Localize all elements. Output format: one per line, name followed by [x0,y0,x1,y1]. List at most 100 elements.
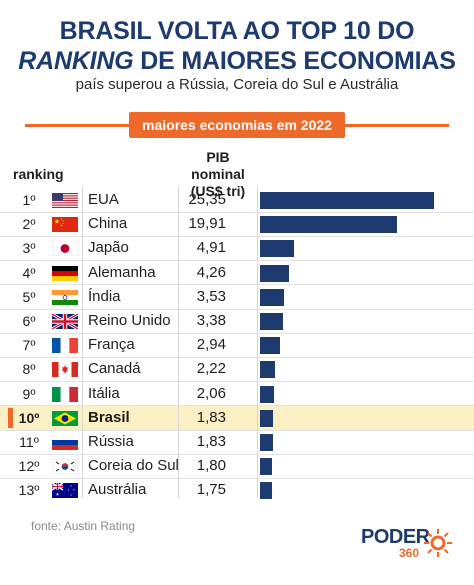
country-label: Japão [88,239,129,257]
title-emphasis: RANKING [18,47,134,75]
italy-flag-icon [52,386,78,402]
row-divider [0,211,474,213]
row-divider [0,356,474,358]
rank-label: 12º [18,458,40,475]
rank-label: 4º [22,264,36,281]
germany-flag-icon [52,265,78,281]
value-label: 1,83 [196,408,226,426]
rank-label: 13º [18,482,40,499]
row-divider [0,284,474,286]
table-row: 7º França 2,94 [0,333,474,357]
logo-text: PODER [361,526,430,548]
column-divider [257,186,258,498]
country-label: Canadá [88,360,141,378]
country-label: Brasil [88,408,130,426]
bar [260,313,284,330]
bar [260,264,290,282]
sun-icon [424,529,452,557]
value-label: 1,75 [196,481,226,499]
row-divider [0,260,474,262]
table-row: 5º Índia 3,53 [0,285,474,309]
bar [260,240,294,258]
rank-label: 8º [22,361,36,378]
country-label: Itália [88,384,120,402]
row-divider [0,453,474,455]
bar [260,337,281,355]
row-divider [0,381,474,383]
value-label: 3,53 [196,287,226,305]
pib-header-line2: (US$ tri) [190,183,246,199]
table-row: 12º Coreia do Sul 1,80 [0,454,474,478]
rank-label: 9º [22,385,36,402]
france-flag-icon [52,338,78,354]
country-label: Alemanha [88,263,156,281]
row-divider [0,235,474,237]
row-divider [0,429,474,431]
country-label: Coreia do Sul [88,457,179,475]
table-row: 6º Reino Unido 3,38 [0,309,474,333]
row-divider [0,477,474,479]
country-label: China [88,215,128,233]
country-label: Índia [88,287,121,305]
value-label: 2,94 [196,336,226,354]
value-label: 4,26 [196,263,226,281]
pib-column-header: PIB nominal (US$ tri) [181,149,255,200]
rank-label: 1º [22,192,36,208]
column-divider [82,186,83,498]
bar [260,288,285,306]
uk-flag-icon [52,314,78,329]
country-label: Austrália [88,481,147,499]
rank-label: 7º [22,337,36,354]
country-label: EUA [88,191,119,208]
rank-column-header: ranking [13,166,64,182]
column-divider [178,186,179,498]
title-rest: DE MAIORES ECONOMIAS [133,47,456,75]
rank-label: 3º [22,240,36,257]
value-label: 3,38 [196,312,226,329]
poder360-logo: PODER 360 [361,526,453,564]
canada-flag-icon [52,362,78,378]
bar [260,482,272,500]
page-title-line1: BRASIL VOLTA AO TOP 10 DO [59,17,415,45]
value-label: 1,80 [196,457,226,475]
table-row: 9º Itália 2,06 [0,382,474,406]
value-label: 1,83 [196,433,226,450]
source-note: fonte: Austin Rating [31,519,136,533]
value-label: 25,35 [188,191,226,208]
country-label: Reino Unido [88,312,171,329]
highlight-marker [8,407,13,428]
row-divider [0,332,474,334]
rank-label: 2º [22,216,36,233]
subtitle: país superou a Rússia, Coreia do Sul e A… [75,76,399,93]
bar [260,216,397,234]
india-flag-icon [52,289,78,305]
page-title-line2: RANKING DE MAIORES ECONOMIAS [0,46,474,76]
value-label: 19,91 [188,215,226,233]
bar [260,385,275,403]
value-label: 2,06 [196,384,226,402]
logo-number: 360 [399,546,420,560]
bar [260,409,273,427]
rank-label: 10º [18,409,40,426]
chart-banner: maiores economias em 2022 [129,112,345,138]
usa-flag-icon [52,193,78,208]
bar [260,434,273,451]
table-row: 4º Alemanha 4,26 [0,261,474,285]
table-row: 10º Brasil 1,83 [0,405,474,430]
bar [260,192,434,209]
table-row: 13º Austrália 1,75 [0,478,474,502]
brazil-flag-icon [52,410,78,426]
table-row: 3º Japão 4,91 [0,236,474,260]
table-row: 2º China 19,91 [0,212,474,236]
pib-header-line1: PIB nominal [191,149,245,182]
bar [260,458,273,476]
rank-label: 5º [22,288,36,305]
china-flag-icon [52,217,78,233]
row-divider [0,308,474,310]
japan-flag-icon [52,241,78,257]
russia-flag-icon [52,435,78,450]
table-row: 8º Canadá 2,22 [0,357,474,381]
rank-label: 11º [19,434,39,450]
value-label: 2,22 [196,360,226,378]
value-label: 4,91 [196,239,226,257]
